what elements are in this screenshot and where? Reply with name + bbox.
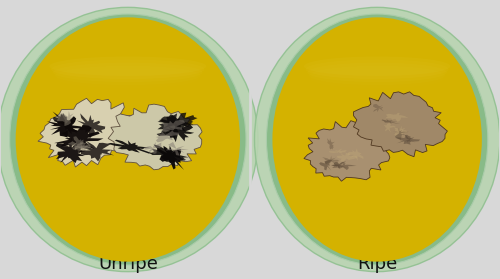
Polygon shape — [158, 113, 198, 131]
Polygon shape — [54, 125, 104, 153]
Ellipse shape — [16, 17, 240, 262]
Polygon shape — [394, 126, 407, 136]
Polygon shape — [108, 140, 152, 153]
Polygon shape — [75, 140, 90, 152]
Polygon shape — [336, 153, 357, 162]
Polygon shape — [56, 111, 76, 126]
Polygon shape — [392, 128, 409, 140]
Ellipse shape — [10, 14, 246, 265]
Polygon shape — [319, 160, 332, 171]
Ellipse shape — [304, 56, 450, 76]
Ellipse shape — [53, 62, 203, 82]
Ellipse shape — [308, 62, 447, 82]
Ellipse shape — [254, 7, 500, 272]
Polygon shape — [329, 148, 347, 153]
Polygon shape — [322, 156, 340, 164]
Polygon shape — [156, 131, 180, 142]
Polygon shape — [327, 138, 335, 150]
Polygon shape — [158, 113, 191, 140]
Polygon shape — [74, 136, 90, 149]
Polygon shape — [108, 104, 202, 170]
Polygon shape — [38, 98, 136, 167]
Ellipse shape — [306, 59, 448, 79]
Polygon shape — [331, 162, 347, 169]
Ellipse shape — [266, 14, 488, 265]
Polygon shape — [156, 123, 194, 142]
Polygon shape — [157, 146, 186, 170]
Text: Ripe: Ripe — [357, 256, 398, 273]
Ellipse shape — [272, 17, 482, 262]
Polygon shape — [76, 113, 105, 139]
Ellipse shape — [51, 59, 204, 79]
Polygon shape — [373, 104, 384, 112]
Polygon shape — [52, 111, 78, 136]
Polygon shape — [396, 135, 420, 145]
Polygon shape — [150, 145, 188, 163]
Text: Unripe: Unripe — [98, 256, 158, 273]
Polygon shape — [144, 142, 162, 154]
Ellipse shape — [0, 7, 258, 272]
Polygon shape — [166, 142, 188, 156]
Polygon shape — [47, 114, 82, 138]
Polygon shape — [76, 140, 114, 162]
Polygon shape — [384, 123, 396, 133]
Polygon shape — [62, 141, 86, 150]
Polygon shape — [161, 120, 185, 132]
Ellipse shape — [50, 56, 206, 76]
Polygon shape — [354, 92, 448, 157]
Polygon shape — [332, 163, 356, 170]
Polygon shape — [382, 119, 400, 124]
Polygon shape — [56, 138, 86, 163]
Polygon shape — [385, 113, 408, 122]
Polygon shape — [347, 148, 364, 161]
Polygon shape — [404, 135, 415, 143]
Polygon shape — [304, 121, 390, 181]
